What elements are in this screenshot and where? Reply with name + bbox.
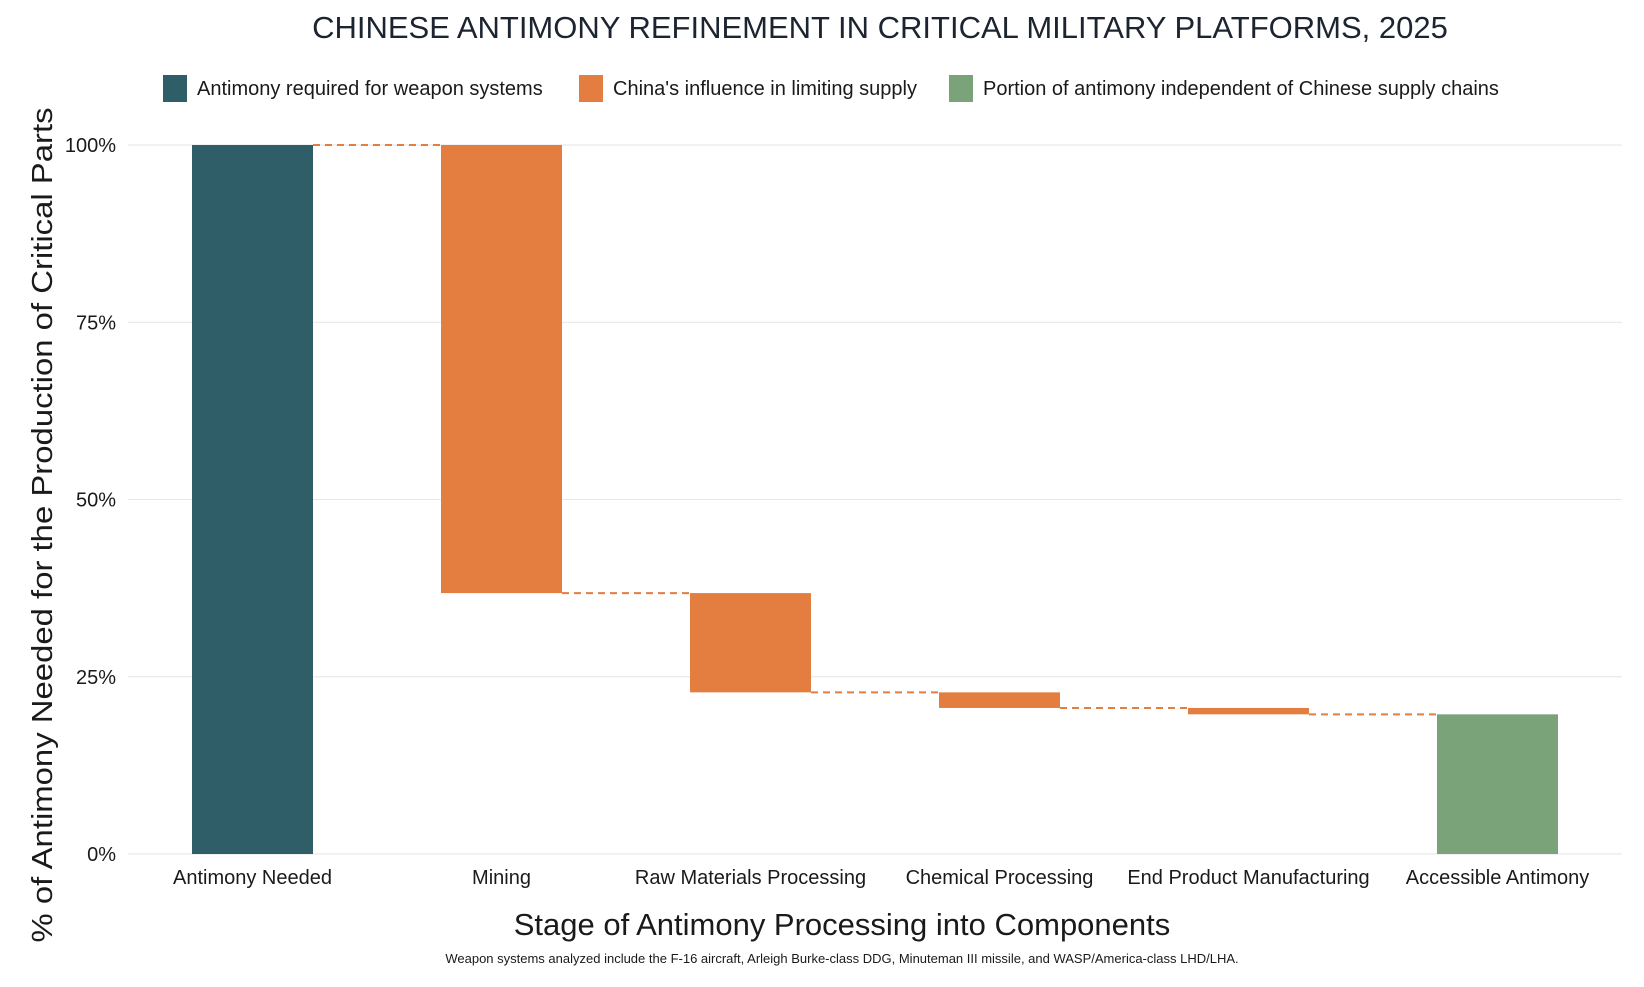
y-axis-ticks: 0% 25% 50% 75% 100%	[65, 135, 116, 866]
x-tick-label: End Product Manufacturing	[1127, 867, 1369, 889]
legend-swatch-1	[163, 75, 187, 102]
legend-swatch-3	[949, 75, 973, 102]
bar-raw-materials-processing	[690, 593, 811, 693]
y-tick-label: 50%	[76, 490, 116, 512]
x-axis-ticks: Antimony Needed Mining Raw Materials Proce…	[173, 867, 1589, 889]
y-axis-label: % of Antimony Needed for the Production …	[27, 108, 59, 943]
legend: Antimony required for weapon systems Chin…	[163, 75, 1499, 102]
legend-label-2: China's influence in limiting supply	[613, 78, 917, 100]
bar-mining	[441, 145, 562, 594]
x-axis-label: Stage of Antimony Processing into Compon…	[514, 907, 1171, 942]
x-tick-label: Mining	[472, 867, 531, 889]
y-tick-label: 100%	[65, 135, 116, 157]
bar-antimony-needed	[192, 145, 313, 854]
connector-lines	[313, 144, 1437, 716]
gridlines	[128, 144, 1622, 855]
bars	[192, 145, 1558, 854]
chart-title: CHINESE ANTIMONY REFINEMENT IN CRITICAL …	[312, 10, 1448, 45]
x-tick-label: Chemical Processing	[906, 867, 1094, 889]
bar-accessible-antimony	[1437, 714, 1558, 854]
x-tick-label: Raw Materials Processing	[635, 867, 866, 889]
footnote: Weapon systems analyzed include the F-16…	[445, 951, 1238, 966]
y-tick-label: 75%	[76, 312, 116, 334]
legend-label-1: Antimony required for weapon systems	[197, 78, 543, 100]
legend-label-3: Portion of antimony independent of Chine…	[983, 78, 1499, 100]
y-tick-label: 0%	[87, 844, 116, 866]
bar-end-product-manufacturing	[1188, 707, 1309, 715]
legend-swatch-2	[579, 75, 603, 102]
x-tick-label: Antimony Needed	[173, 867, 332, 889]
y-tick-label: 25%	[76, 667, 116, 689]
x-tick-label: Accessible Antimony	[1406, 867, 1589, 889]
bar-chemical-processing	[939, 692, 1060, 708]
